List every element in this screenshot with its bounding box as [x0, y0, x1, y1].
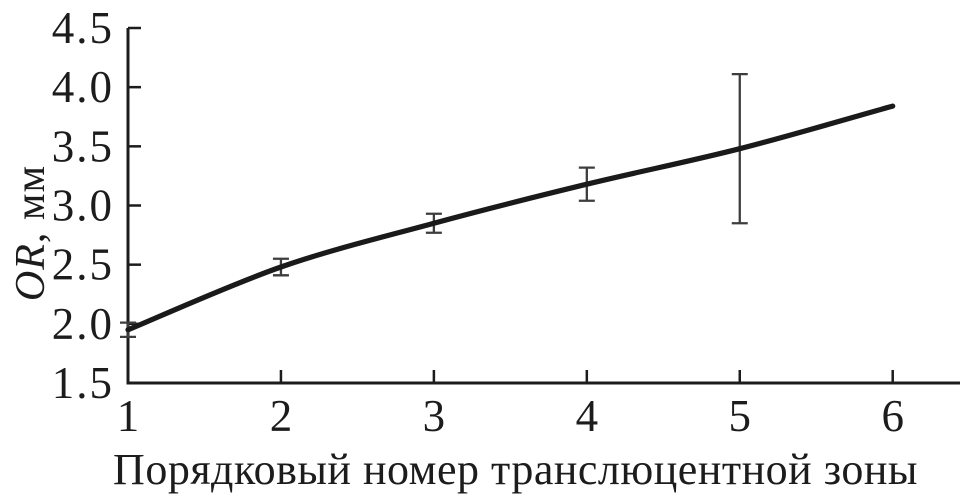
- x-tick-label: 5: [729, 391, 752, 441]
- y-tick-label: 3.0: [52, 181, 114, 231]
- x-tick-label: 4: [576, 391, 599, 441]
- y-axis-title-variable: OR: [8, 243, 54, 302]
- y-tick-label: 4.0: [52, 62, 114, 112]
- y-tick-label: 3.5: [52, 121, 114, 171]
- x-tick-label: 6: [881, 391, 904, 441]
- y-tick-label: 4.5: [52, 3, 114, 53]
- y-tick-label: 1.5: [52, 358, 114, 408]
- y-tick-label: 2.0: [52, 299, 114, 349]
- x-tick-label: 1: [117, 391, 140, 441]
- y-tick-label: 2.5: [52, 240, 114, 290]
- y-axis-title: OR, мм: [7, 165, 55, 301]
- x-tick-label: 2: [270, 391, 293, 441]
- y-axis-title-unit: , мм: [8, 164, 54, 244]
- x-axis-title: Порядковый номер транслюцентной зоны: [113, 445, 918, 494]
- data-line: [125, 103, 896, 333]
- x-tick-label: 3: [423, 391, 446, 441]
- axis-lines: [126, 28, 960, 385]
